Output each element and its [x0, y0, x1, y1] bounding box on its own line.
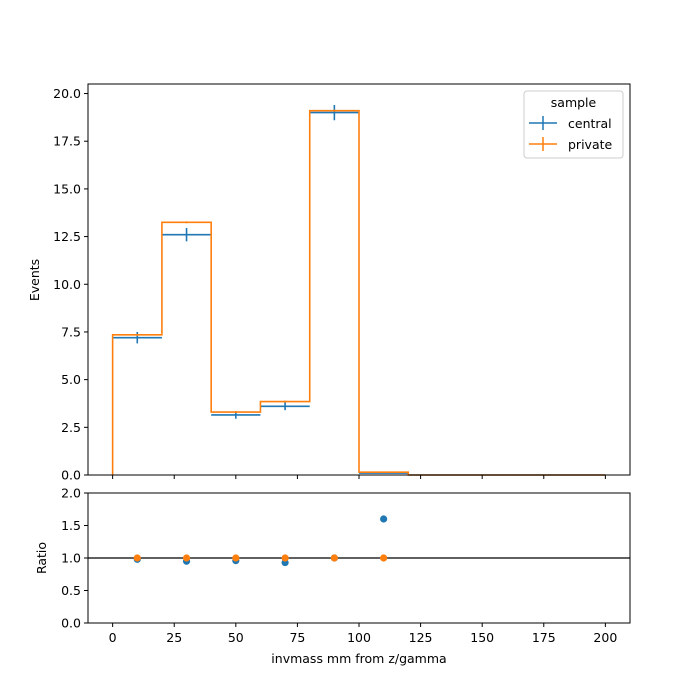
x-tick-label: 200: [593, 630, 617, 645]
ratio-point-private-3: [281, 554, 289, 562]
main-y-ticks: 0.0 2.5 5.0 7.5 10.0 12.5 15.0 17.5 20.0: [53, 86, 88, 483]
main-y-tick-label: 17.5: [53, 134, 81, 149]
ratio-point-private-2: [232, 554, 240, 562]
ratio-y-ticks: 0.0 0.5 1.0 1.5 2.0: [61, 486, 88, 631]
x-tick-label: 75: [289, 630, 305, 645]
legend-title: sample: [551, 95, 597, 110]
x-tick-label: 100: [347, 630, 371, 645]
ratio-y-tick-label: 1.0: [61, 551, 81, 566]
x-tick-label: 175: [532, 630, 556, 645]
legend-entry-private: private: [529, 137, 613, 152]
x-tick-label: 50: [228, 630, 244, 645]
x-tick-label: 150: [470, 630, 494, 645]
ratio-point-central-5: [380, 515, 388, 523]
legend-entry-central: central: [529, 116, 612, 131]
x-tick-label: 125: [409, 630, 433, 645]
legend-label-private: private: [568, 137, 613, 152]
legend-label-central: central: [568, 116, 612, 131]
main-y-tick-label: 15.0: [53, 181, 81, 196]
main-x-ticks: [112, 475, 606, 479]
ratio-y-tick-label: 2.0: [61, 486, 81, 501]
ratio-point-private-5: [380, 554, 388, 562]
ratio-y-axis-label: Ratio: [34, 542, 49, 574]
ratio-y-tick-label: 0.0: [61, 616, 81, 631]
step-line-private: [111, 109, 606, 476]
ratio-x-ticks: 0 25 50 75 100 125 150 175 200: [109, 623, 617, 645]
ratio-point-private-0: [133, 554, 141, 562]
main-y-tick-label: 0.0: [61, 468, 81, 483]
x-axis-label: invmass mm from z/gamma: [271, 651, 446, 666]
ratio-point-private-1: [182, 554, 191, 562]
ratio-point-private-4: [330, 554, 338, 562]
main-y-tick-label: 20.0: [53, 86, 81, 101]
legend-box: [523, 90, 624, 159]
ratio-y-tick-label: 1.5: [61, 518, 81, 533]
main-y-tick-label: 5.0: [61, 372, 81, 387]
main-y-tick-label: 7.5: [61, 324, 81, 339]
main-series-group: [111, 104, 606, 476]
main-y-axis-label: Events: [27, 259, 42, 301]
x-tick-label: 25: [166, 630, 182, 645]
ratio-series-group: [88, 515, 630, 567]
ratio-y-tick-label: 0.5: [61, 583, 81, 598]
main-y-tick-label: 2.5: [61, 420, 81, 435]
main-y-tick-label: 12.5: [53, 229, 81, 244]
legend: sample central private: [523, 90, 624, 159]
x-tick-label: 0: [109, 630, 117, 645]
ratio-panel: 0.0 0.5 1.0 1.5 2.0 0 25 50 75 100 125 150 175 200 R…: [34, 486, 631, 666]
main-histogram-panel: 0.02.55.07.510.012.515.017.520.0 Events …: [27, 83, 631, 483]
main-y-tick-label: 10.0: [53, 277, 81, 292]
